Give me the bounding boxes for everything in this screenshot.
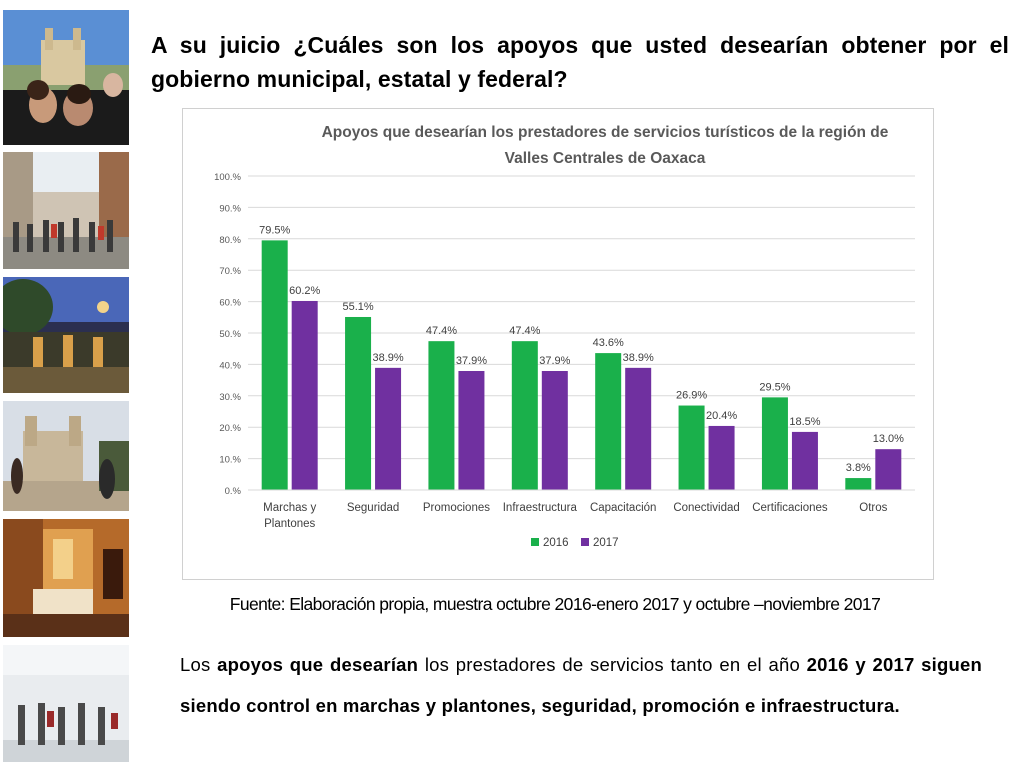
paragraph-bold-1: apoyos que desearían: [217, 654, 419, 675]
garden-terrace-photo: [3, 277, 129, 393]
data-label-2016: 47.4%: [426, 325, 457, 337]
bar-2017: [625, 367, 652, 490]
legend-swatch-2017: [581, 538, 589, 546]
bar-2016: [595, 353, 622, 490]
data-label-2017: 13.0%: [873, 433, 904, 445]
x-tick-label: Plantones: [264, 518, 315, 530]
y-tick-label: 30.%: [219, 392, 241, 403]
x-tick-label: Capacitación: [590, 502, 656, 514]
data-label-2016: 3.8%: [846, 462, 871, 474]
data-label-2016: 26.9%: [676, 390, 707, 402]
data-label-2017: 37.9%: [456, 355, 487, 367]
y-tick-label: 20.%: [219, 423, 241, 434]
legend-swatch-2016: [531, 538, 539, 546]
chart-title-line-1: Apoyos que desearían los prestadores de …: [322, 124, 889, 141]
paragraph-text-2: los prestadores de servicios tanto en el…: [418, 654, 807, 675]
bar-2017: [875, 449, 902, 490]
street-crowd-photo: [3, 152, 129, 269]
x-tick-label: Certificaciones: [752, 502, 828, 514]
church-pool-photo: [3, 10, 129, 145]
data-label-2017: 38.9%: [623, 352, 654, 364]
legend-label-2017: 2017: [593, 537, 619, 549]
x-tick-label: Promociones: [423, 502, 490, 514]
bar-2016: [511, 341, 538, 490]
summary-paragraph: Los apoyos que desearían los prestadores…: [180, 644, 982, 726]
data-label-2017: 20.4%: [706, 410, 737, 422]
y-tick-label: 60.%: [219, 298, 241, 309]
y-tick-label: 100.%: [214, 172, 241, 183]
y-tick-label: 0.%: [225, 486, 242, 497]
bar-2016: [428, 341, 455, 490]
x-tick-label: Marchas y: [263, 502, 316, 514]
bar-chart: Apoyos que desearían los prestadores de …: [182, 108, 934, 580]
bar-2016: [761, 397, 788, 490]
bar-2017: [708, 425, 735, 490]
data-label-2016: 29.5%: [759, 381, 790, 393]
y-tick-label: 10.%: [219, 455, 241, 466]
legend-label-2016: 2016: [543, 537, 569, 549]
bar-2016: [345, 316, 372, 490]
paragraph-text-1: Los: [180, 654, 218, 675]
bar-2016: [678, 405, 705, 490]
hotel-room-photo: [3, 519, 129, 637]
source-note: Fuente: Elaboración propia, muestra octu…: [229, 594, 881, 614]
airport-travellers-photo: [3, 645, 129, 762]
y-tick-label: 40.%: [219, 360, 241, 371]
x-tick-label: Seguridad: [347, 502, 399, 514]
bar-2016: [845, 478, 872, 490]
y-tick-label: 80.%: [219, 235, 241, 246]
y-tick-label: 90.%: [219, 203, 241, 214]
x-tick-label: Conectividad: [673, 502, 739, 514]
data-label-2017: 37.9%: [539, 355, 570, 367]
bar-2017: [541, 370, 568, 490]
data-label-2017: 18.5%: [789, 416, 820, 428]
bar-2017: [375, 367, 402, 490]
chart-title-line-2: Valles Centrales de Oaxaca: [505, 150, 706, 167]
bar-2017: [458, 370, 485, 490]
paragraph-bold-2: 2016 y 2017 siguen siendo control en mar…: [180, 654, 982, 716]
data-label-2016: 79.5%: [259, 224, 290, 236]
y-tick-label: 50.%: [219, 329, 241, 340]
santo-domingo-church-photo: [3, 401, 129, 511]
data-label-2017: 60.2%: [289, 285, 320, 297]
bar-2017: [291, 300, 318, 490]
bar-2016: [261, 240, 288, 490]
data-label-2016: 43.6%: [593, 337, 624, 349]
chart-canvas: Apoyos que desearían los prestadores de …: [214, 124, 915, 549]
data-label-2016: 55.1%: [342, 301, 373, 313]
data-label-2017: 38.9%: [372, 352, 403, 364]
x-tick-label: Otros: [859, 502, 887, 514]
y-tick-label: 70.%: [219, 266, 241, 277]
data-label-2016: 47.4%: [509, 325, 540, 337]
slide-question: A su juicio ¿Cuáles son los apoyos que u…: [151, 32, 1009, 92]
bar-2017: [791, 431, 818, 490]
x-tick-label: Infraestructura: [503, 502, 578, 514]
